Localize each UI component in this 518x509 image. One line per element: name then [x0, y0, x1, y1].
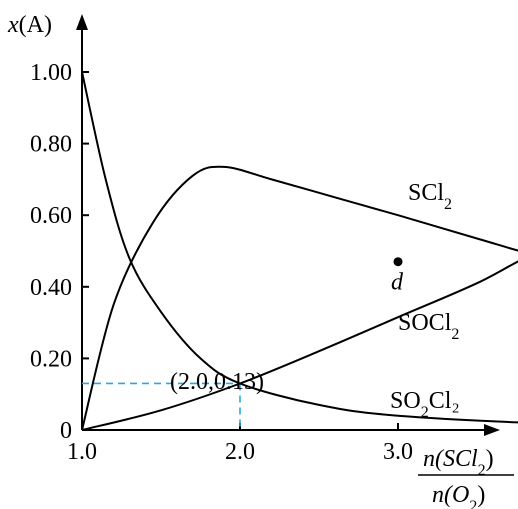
- x-axis-label-numerator: n(SCl2): [423, 446, 494, 479]
- annotation-guides: [82, 382, 241, 430]
- data-points: defg: [391, 257, 404, 296]
- y-tick-label: 0.20: [30, 346, 72, 372]
- y-tick-label: 0: [60, 418, 72, 444]
- series-label-so2cl2: SO2Cl₂: [390, 388, 460, 421]
- point-d-label: d: [391, 270, 404, 296]
- series-label-socl2: SOCl2: [398, 310, 459, 343]
- y-tick-label: 1.00: [30, 60, 72, 86]
- curve-so2cl2: [81, 71, 518, 424]
- y-tick-label: 0.60: [30, 203, 72, 229]
- x-axis-arrow: [484, 424, 500, 436]
- x-tick-label: 2.0: [225, 439, 255, 465]
- series-label-scl2: SCl2: [408, 180, 452, 213]
- series-curves: [81, 71, 518, 431]
- x-axis-label-denominator: n(O2): [432, 482, 485, 509]
- curve-scl2: [81, 260, 518, 431]
- y-tick-label: 0.40: [30, 275, 72, 301]
- y-tick-label: 0.80: [30, 132, 72, 158]
- y-axis-arrow: [76, 14, 88, 30]
- tick-marks: 1.02.03.04.05.000.200.400.600.801.00: [30, 60, 413, 465]
- curve-socl2: [81, 165, 518, 431]
- y-axis-label: x(A): [7, 12, 52, 38]
- point-d-marker: [393, 257, 403, 267]
- annotation-label: (2.0,0.13): [170, 369, 264, 395]
- x-tick-label: 3.0: [383, 439, 413, 465]
- x-tick-label: 1.0: [67, 439, 97, 465]
